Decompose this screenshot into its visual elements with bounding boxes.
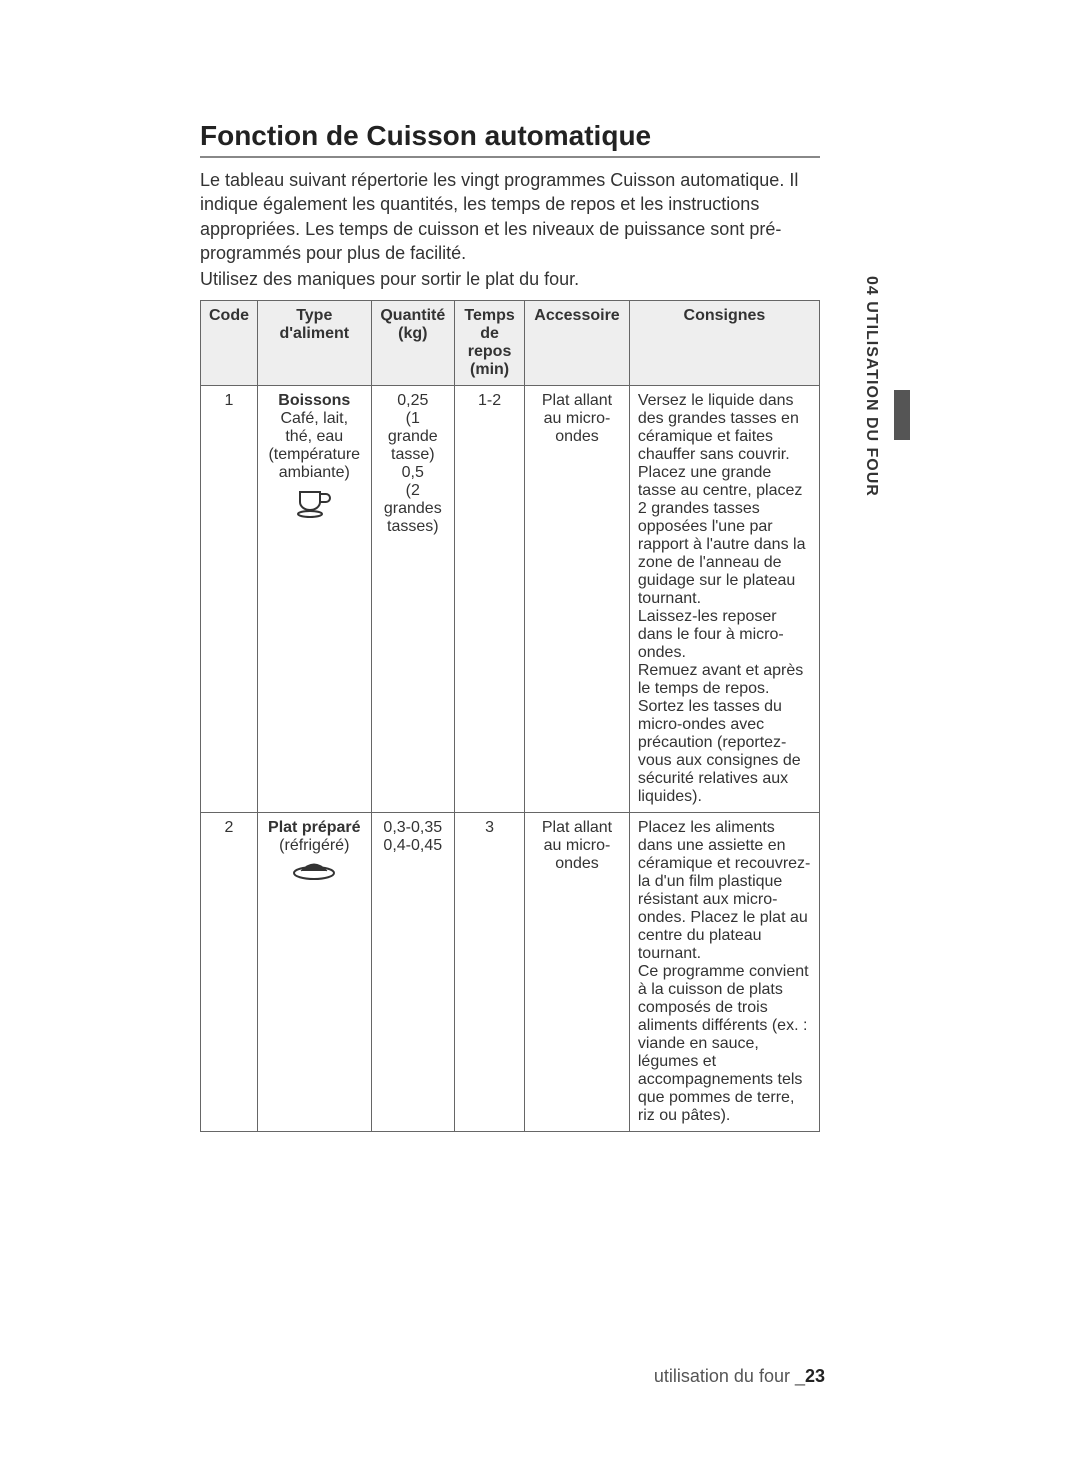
col-code: Code [201, 301, 258, 386]
footer-label: utilisation du four _ [654, 1366, 805, 1386]
footer-page-number: 23 [805, 1366, 825, 1386]
table-row: 2Plat préparé(réfrigéré)0,3-0,350,4-0,45… [201, 813, 820, 1132]
page-title: Fonction de Cuisson automatique [200, 120, 820, 158]
col-cons: Consignes [629, 301, 819, 386]
table-header-row: Code Type d'aliment Quantité (kg) Temps … [201, 301, 820, 386]
sub-intro: Utilisez des maniques pour sortir le pla… [200, 269, 820, 290]
cell-time: 1-2 [455, 386, 525, 813]
table-row: 1BoissonsCafé, lait, thé, eau (températu… [201, 386, 820, 813]
cell-time: 3 [455, 813, 525, 1132]
auto-cook-table: Code Type d'aliment Quantité (kg) Temps … [200, 300, 820, 1132]
cell-qty: 0,3-0,350,4-0,45 [371, 813, 454, 1132]
cell-acc: Plat allant au micro-ondes [525, 813, 630, 1132]
section-tab-label: 04 UTILISATION DU FOUR [862, 276, 880, 497]
thumb-index-handle [894, 390, 910, 440]
page-footer: utilisation du four _23 [654, 1366, 825, 1387]
cell-cons: Placez les aliments dans une assiette en… [629, 813, 819, 1132]
cup-icon [294, 488, 334, 518]
col-acc: Accessoire [525, 301, 630, 386]
manual-page: Fonction de Cuisson automatique Le table… [0, 0, 1080, 1477]
plate-icon [291, 861, 337, 881]
col-type: Type d'aliment [258, 301, 372, 386]
cell-acc: Plat allant au micro-ondes [525, 386, 630, 813]
cell-cons: Versez le liquide dans des grandes tasse… [629, 386, 819, 813]
cell-qty: 0,25(1 grande tasse)0,5(2 grandes tasses… [371, 386, 454, 813]
col-time: Temps de repos (min) [455, 301, 525, 386]
cell-type: Plat préparé(réfrigéré) [258, 813, 372, 1132]
cell-code: 2 [201, 813, 258, 1132]
cell-code: 1 [201, 386, 258, 813]
cell-type: BoissonsCafé, lait, thé, eau (températur… [258, 386, 372, 813]
intro-paragraph: Le tableau suivant répertorie les vingt … [200, 168, 820, 265]
col-qty: Quantité (kg) [371, 301, 454, 386]
